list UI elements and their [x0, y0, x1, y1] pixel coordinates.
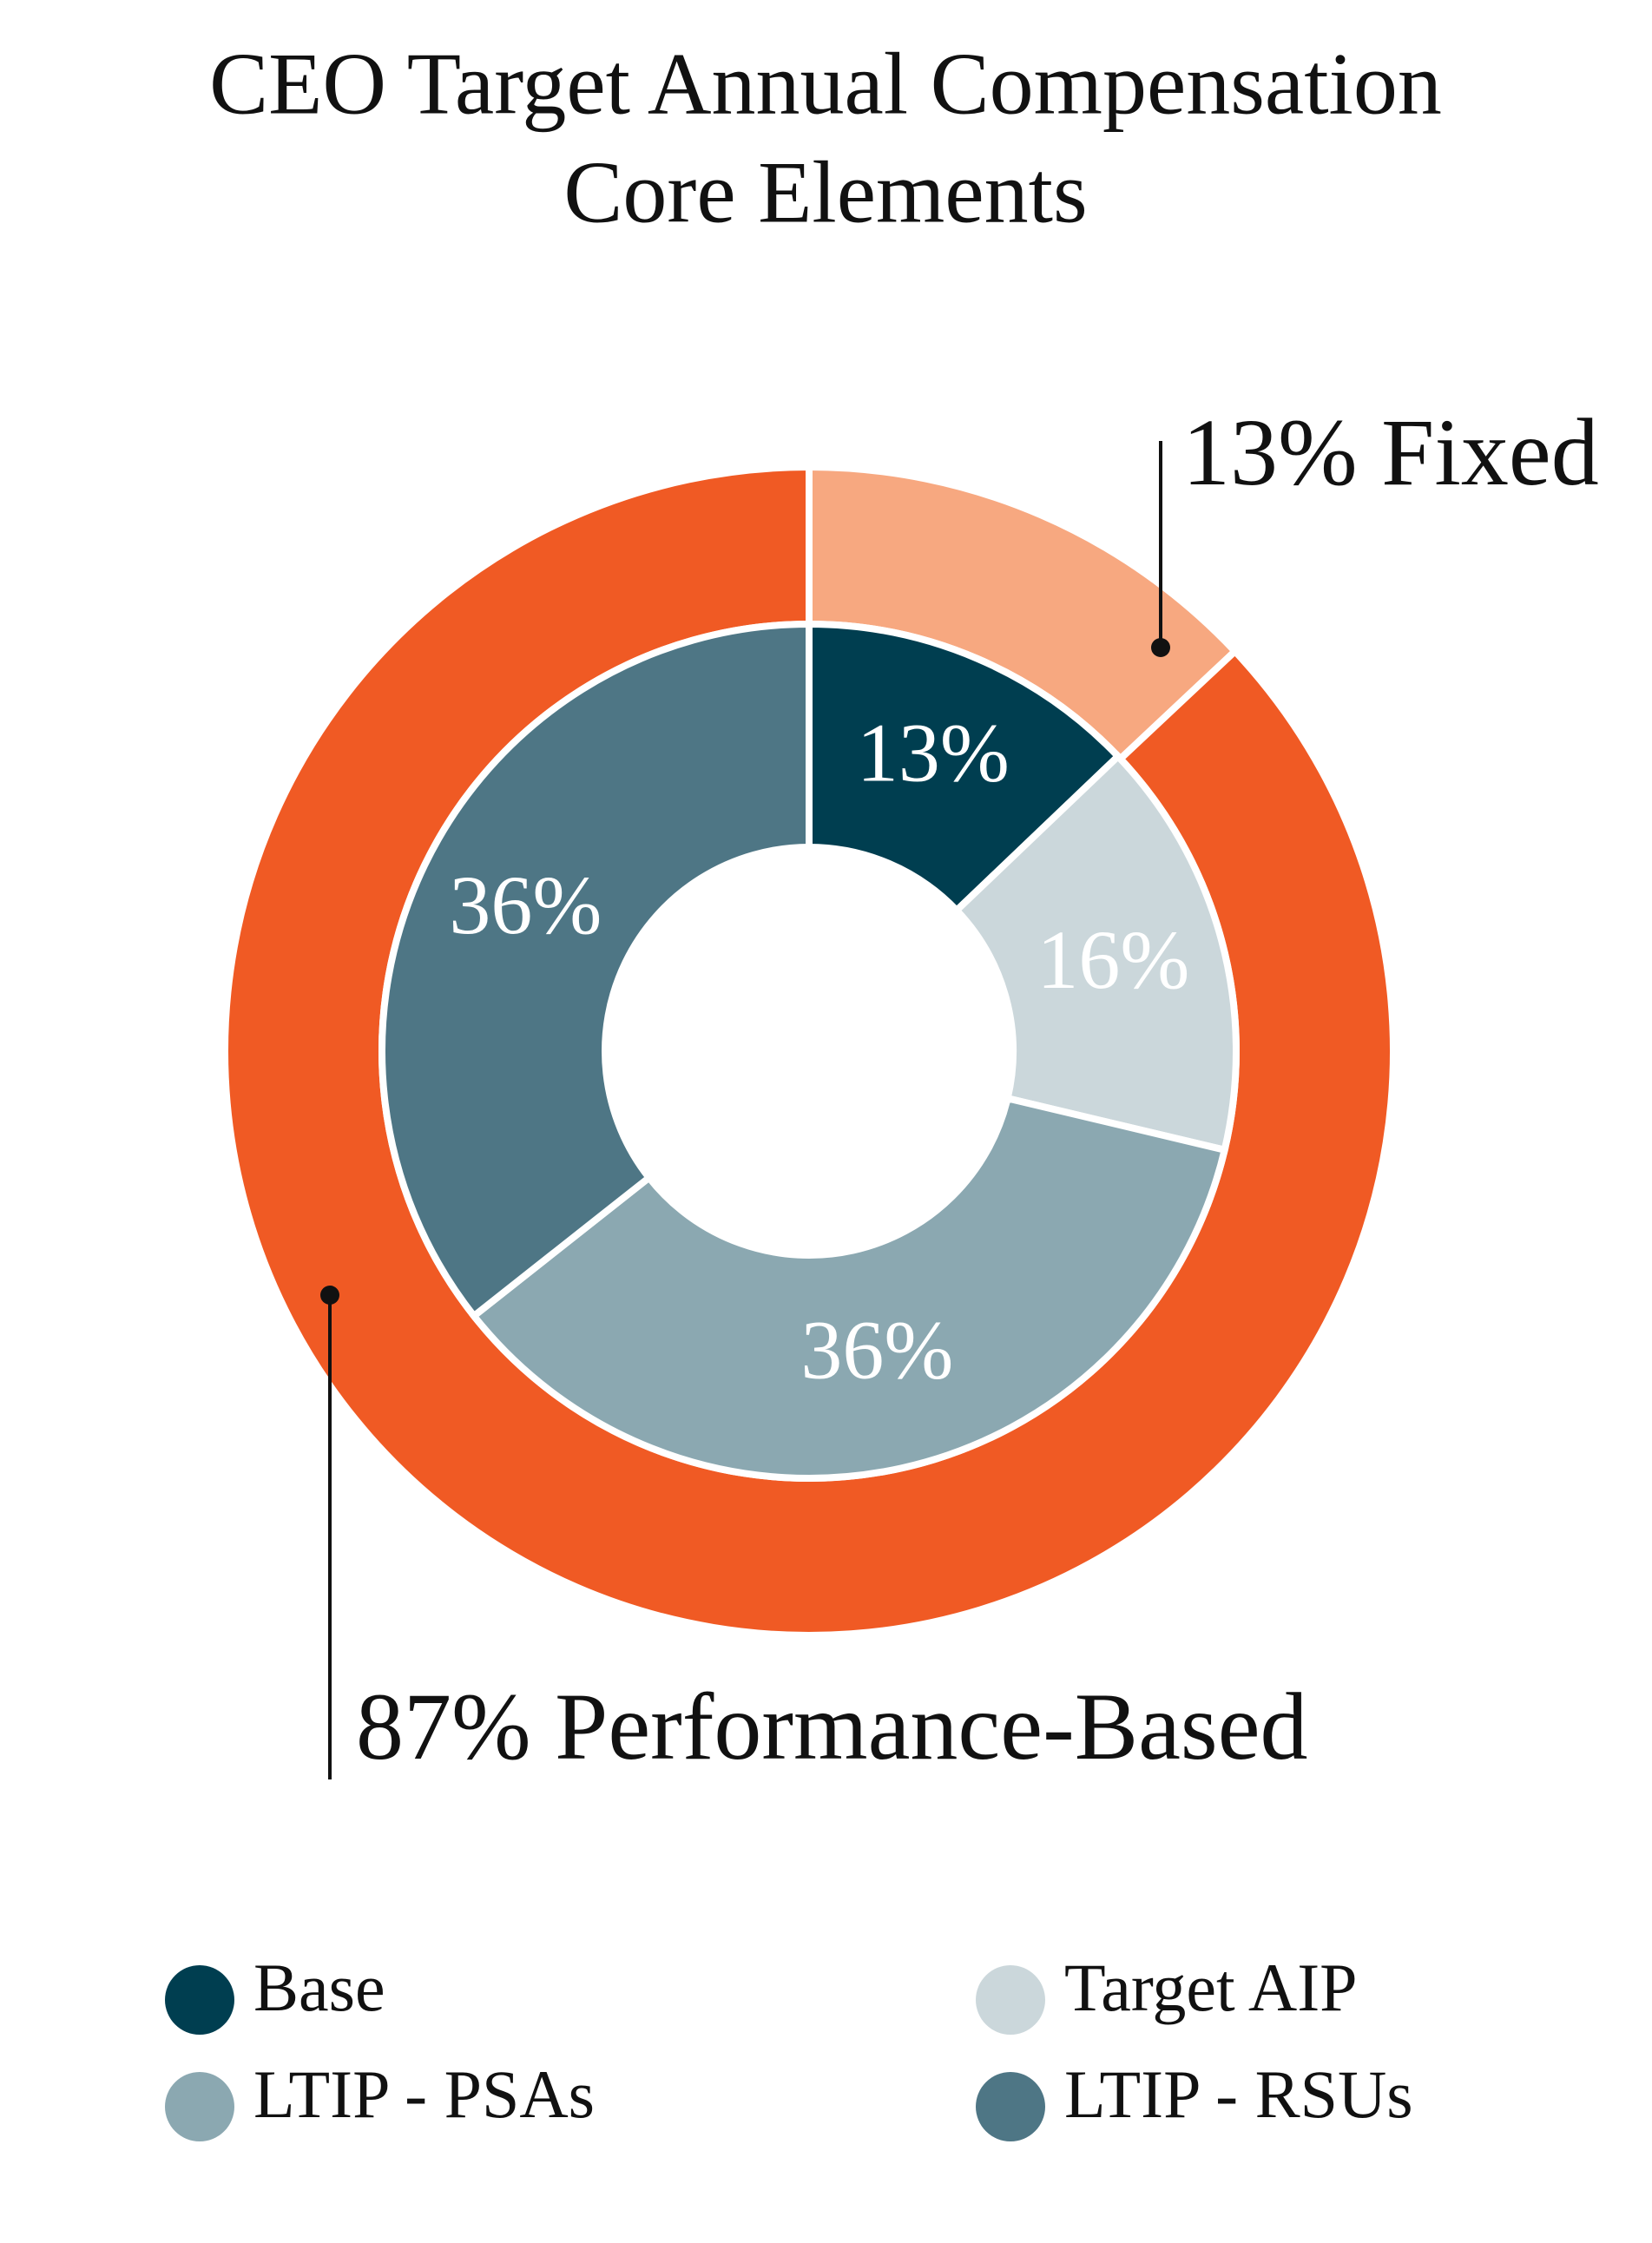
- data-label: 36%: [449, 858, 602, 951]
- legend-label: Target AIP: [1064, 1950, 1358, 2025]
- data-label: 16%: [1037, 913, 1189, 1006]
- pie-slice: [806, 620, 1123, 916]
- leader-dot: [320, 1286, 339, 1305]
- leader-dot: [1151, 638, 1170, 657]
- annotation-name: Performance-Based: [555, 1674, 1307, 1779]
- legend-swatch: [165, 2072, 234, 2141]
- annotation: 87% Performance-Based: [356, 1674, 1308, 1779]
- data-label: 36%: [800, 1303, 953, 1396]
- annotation-value: 87%: [356, 1674, 531, 1779]
- data-label: 13%: [857, 706, 1010, 799]
- annotation-value: 13%: [1182, 399, 1358, 505]
- legend-swatch: [976, 2072, 1045, 2141]
- legend-label: Base: [253, 1950, 385, 2025]
- chart-subtitle: Core Elements: [563, 143, 1087, 241]
- annotation: 13% Fixed: [1182, 399, 1599, 505]
- chart-title: CEO Target Annual Compensation: [209, 35, 1442, 133]
- legend-swatch: [165, 1965, 234, 2035]
- legend-label: LTIP - PSAs: [253, 2056, 595, 2132]
- legend-swatch: [976, 1965, 1045, 2035]
- pie-slice: [951, 751, 1240, 1154]
- pie-slice: [378, 620, 813, 1321]
- annotation-name: Fixed: [1381, 399, 1599, 505]
- pie-slice: [469, 1094, 1229, 1482]
- legend-label: LTIP - RSUs: [1064, 2056, 1413, 2132]
